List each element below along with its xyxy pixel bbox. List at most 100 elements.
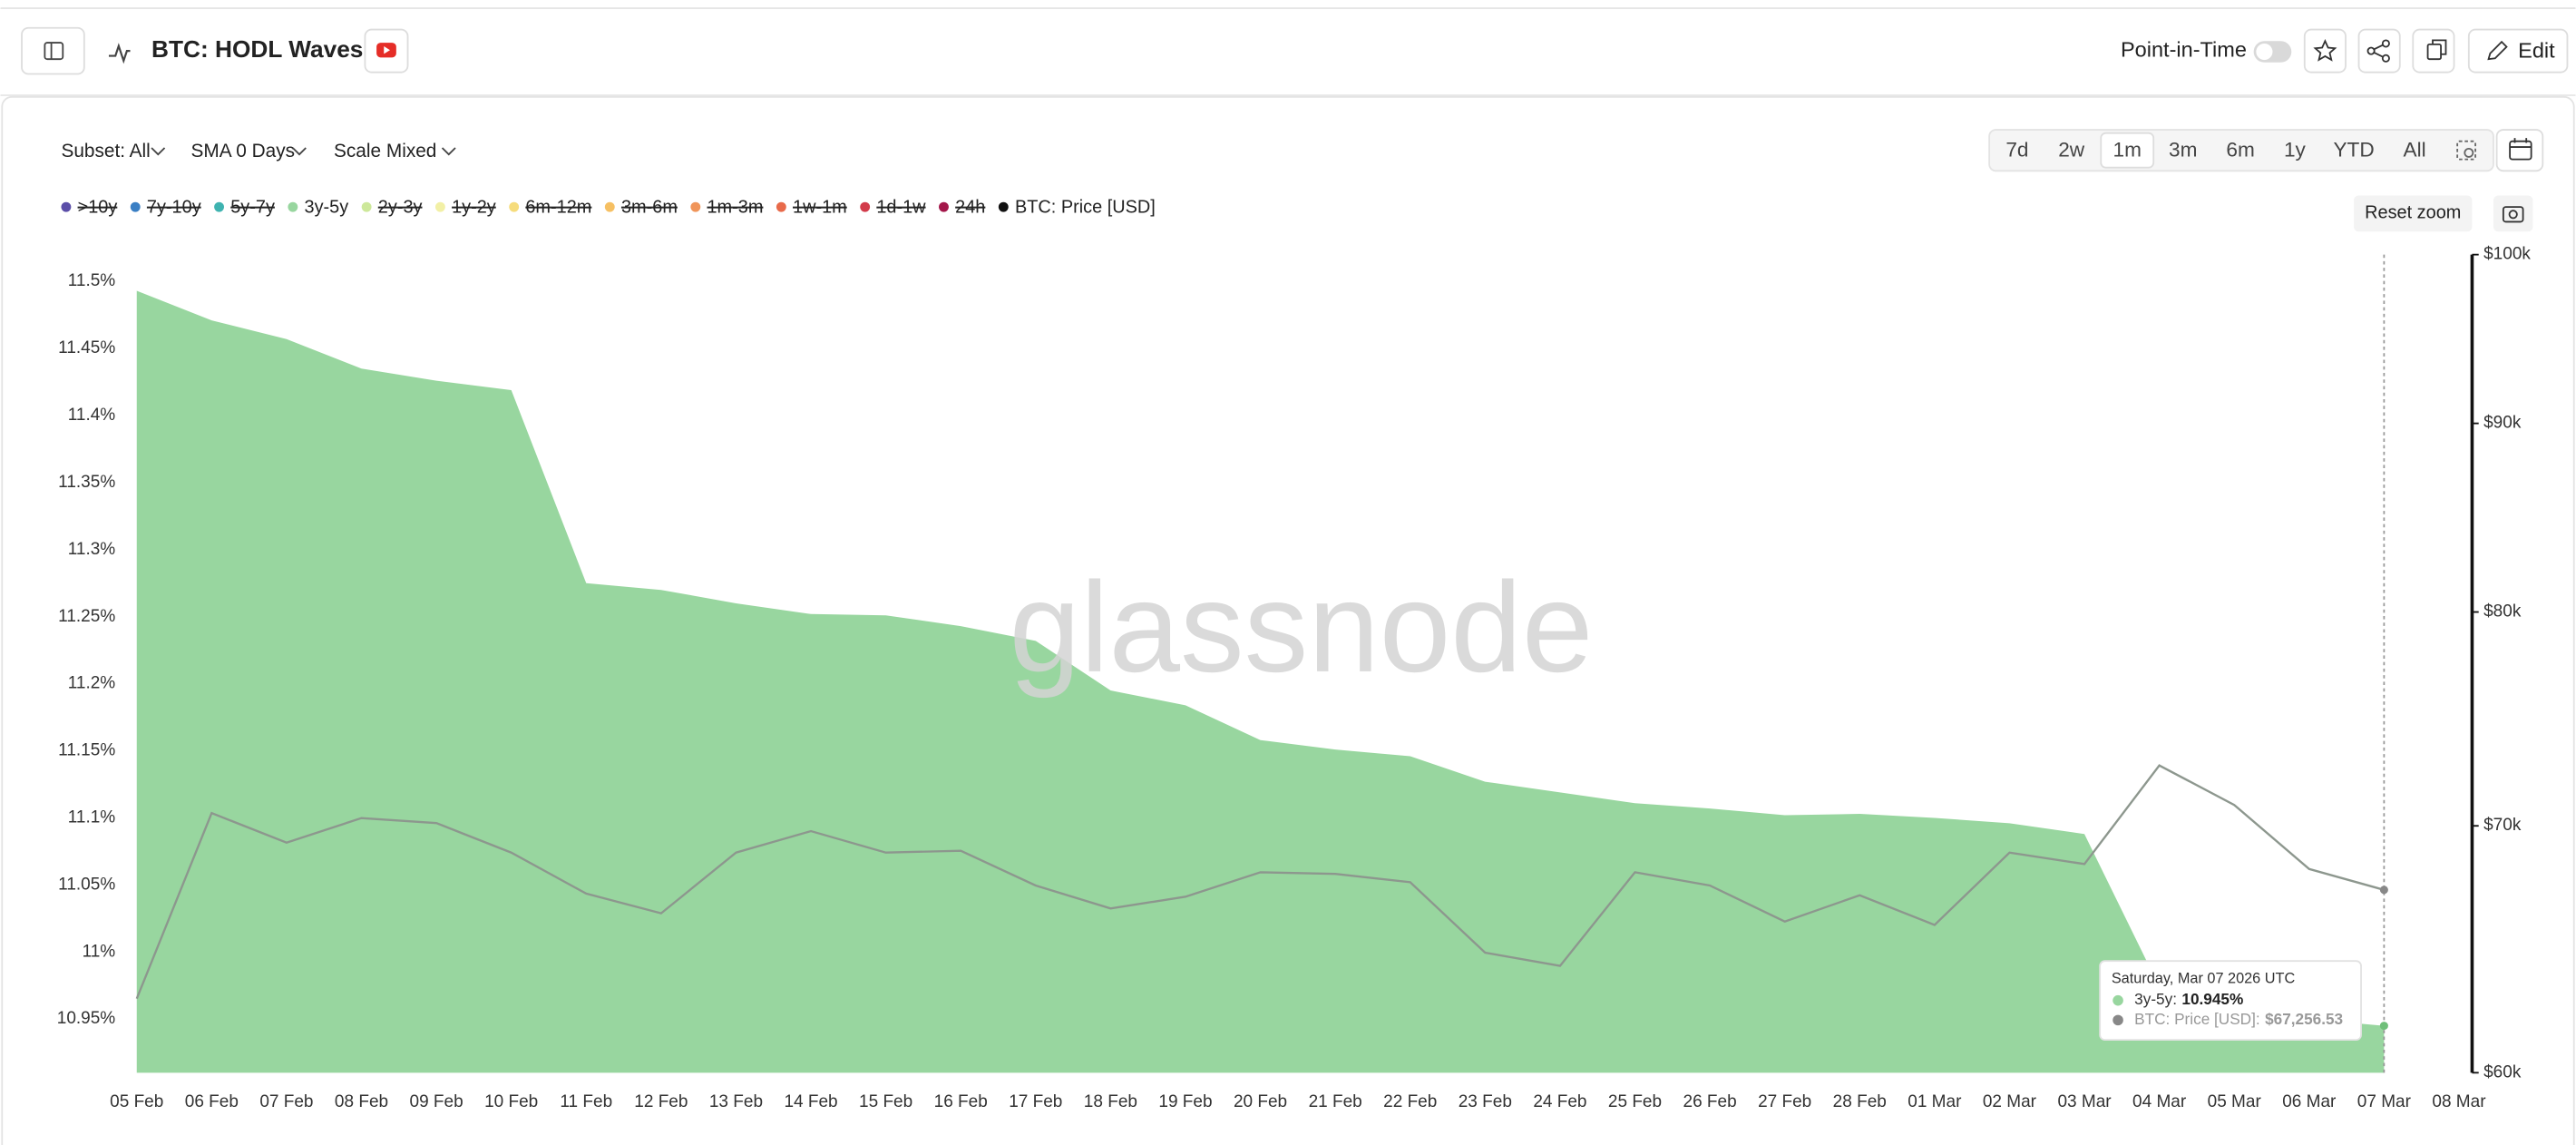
y2-tick-label: $80k	[2483, 602, 2522, 621]
range-button[interactable]: All	[2404, 139, 2426, 161]
subset-dropdown[interactable]: Subset: All	[61, 141, 150, 161]
legend-marker	[939, 201, 949, 212]
share-button[interactable]	[2357, 28, 2401, 73]
x-tick-label: 06 Mar	[2282, 1092, 2337, 1111]
edit-button[interactable]	[2467, 28, 2569, 73]
chevron	[292, 147, 307, 156]
metric-icon	[108, 43, 131, 64]
legend-marker	[509, 201, 520, 212]
x-tick-label: 20 Feb	[1234, 1092, 1287, 1111]
x-tick-label: 05 Feb	[110, 1092, 163, 1111]
legend-marker	[604, 201, 615, 212]
star-icon	[2313, 39, 2337, 62]
legend-marker	[361, 201, 372, 212]
price-line	[135, 764, 2385, 1000]
camera-icon	[2502, 206, 2524, 223]
hover-point	[2379, 1022, 2388, 1031]
share-icon	[2366, 39, 2390, 63]
legend-marker	[776, 201, 786, 212]
y2-tick-label: $100k	[2483, 245, 2531, 264]
x-tick-label: 18 Feb	[1084, 1092, 1137, 1111]
x-tick-label: 09 Feb	[410, 1092, 463, 1111]
legend-item[interactable]: 3m-6m	[621, 197, 678, 217]
range-active	[2100, 132, 2155, 169]
range-button[interactable]: 7d	[2005, 139, 2028, 161]
legend-marker	[860, 201, 871, 212]
chevron	[151, 147, 166, 156]
tooltip-marker	[2113, 994, 2123, 1006]
legend-item[interactable]: BTC: Price [USD]	[1015, 197, 1156, 217]
legend-item[interactable]: 1y-2y	[452, 197, 496, 217]
x-tick-label: 07 Feb	[259, 1092, 313, 1111]
x-tick-label: 11 Feb	[560, 1092, 612, 1111]
sidebar-icon	[44, 42, 64, 61]
legend-marker	[434, 201, 445, 212]
x-tick-label: 22 Feb	[1383, 1092, 1437, 1111]
y-tick-label: 11.25%	[58, 607, 115, 626]
screenshot-button[interactable]	[2493, 195, 2533, 232]
legend-marker	[288, 201, 298, 212]
legend-marker	[130, 201, 141, 212]
calendar-button[interactable]	[2495, 129, 2544, 172]
range-button[interactable]: 3m	[2169, 139, 2197, 161]
toggle-knob	[2256, 43, 2273, 61]
legend-item[interactable]: 7y-10y	[147, 197, 201, 217]
sma-dropdown[interactable]: SMA 0 Days	[191, 141, 296, 161]
x-tick-label: 17 Feb	[1009, 1092, 1062, 1111]
x-tick-label: 23 Feb	[1459, 1092, 1512, 1111]
x-tick-label: 05 Mar	[2208, 1092, 2262, 1111]
sidebar-button[interactable]	[21, 26, 85, 75]
x-tick-label: 21 Feb	[1309, 1092, 1362, 1111]
favorite-button[interactable]	[2303, 28, 2347, 73]
edit-label: Edit	[2518, 38, 2555, 62]
tooltip-label: 3y-5y:	[2134, 990, 2177, 1008]
y-tick-label: 11.15%	[58, 741, 115, 760]
x-tick-label: 02 Mar	[1983, 1092, 2037, 1111]
zoom-select-icon[interactable]	[2456, 140, 2476, 161]
range-button[interactable]: 1y	[2284, 139, 2307, 161]
legend-item[interactable]: 1d-1w	[876, 197, 926, 217]
y2-tick-label: $60k	[2483, 1062, 2522, 1081]
x-tick-label: 03 Mar	[2057, 1092, 2112, 1111]
range-button[interactable]: 2w	[2058, 139, 2085, 161]
legend-item[interactable]: 2y-3y	[378, 197, 423, 217]
x-tick-label: 24 Feb	[1533, 1092, 1586, 1111]
legend-item[interactable]: 24h	[955, 197, 985, 217]
x-tick-label: 27 Feb	[1758, 1092, 1811, 1111]
range-button[interactable]: YTD	[2333, 139, 2374, 161]
x-tick-label: 15 Feb	[859, 1092, 912, 1111]
y2-tick-label: $70k	[2483, 816, 2522, 835]
x-tick-label: 06 Feb	[185, 1092, 239, 1111]
y-tick-label: 11.4%	[68, 406, 116, 425]
tooltip-label: BTC: Price [USD]:	[2134, 1010, 2259, 1028]
chevron	[441, 147, 456, 156]
y2-tick-label: $90k	[2483, 414, 2522, 433]
legend-item[interactable]: >10y	[78, 197, 118, 217]
copy-button[interactable]	[2412, 28, 2455, 73]
reset-zoom-button[interactable]	[2354, 195, 2473, 232]
legend-marker	[690, 201, 701, 212]
page-title: BTC: HODL Waves	[151, 35, 363, 63]
legend-item[interactable]: 3y-5y	[305, 197, 349, 217]
area	[136, 290, 2385, 1073]
x-tick-label: 08 Feb	[335, 1092, 388, 1111]
legend-item[interactable]: 1w-1m	[793, 197, 847, 217]
x-tick-label: 01 Mar	[1908, 1092, 1962, 1111]
y-tick-label: 11.2%	[68, 674, 116, 693]
scale-dropdown[interactable]: Scale Mixed	[334, 141, 436, 161]
x-tick-label: 25 Feb	[1608, 1092, 1662, 1111]
x-tick-label: 13 Feb	[709, 1092, 763, 1111]
y-tick-label: 11.35%	[58, 473, 115, 492]
legend-item[interactable]: 1m-3m	[707, 197, 763, 217]
legend-item[interactable]: 6m-12m	[525, 197, 591, 217]
calendar-icon	[2509, 138, 2532, 161]
point-in-time-label: Point-in-Time	[2121, 37, 2247, 61]
chart-panel	[1, 95, 2575, 1145]
legend-item[interactable]: 5y-7y	[230, 197, 275, 217]
x-tick-label: 16 Feb	[934, 1092, 988, 1111]
edit-icon	[2487, 40, 2508, 61]
range-button[interactable]: 6m	[2226, 139, 2254, 161]
range-button[interactable]: 1m	[2113, 139, 2142, 161]
tooltip-marker	[2113, 1014, 2123, 1026]
